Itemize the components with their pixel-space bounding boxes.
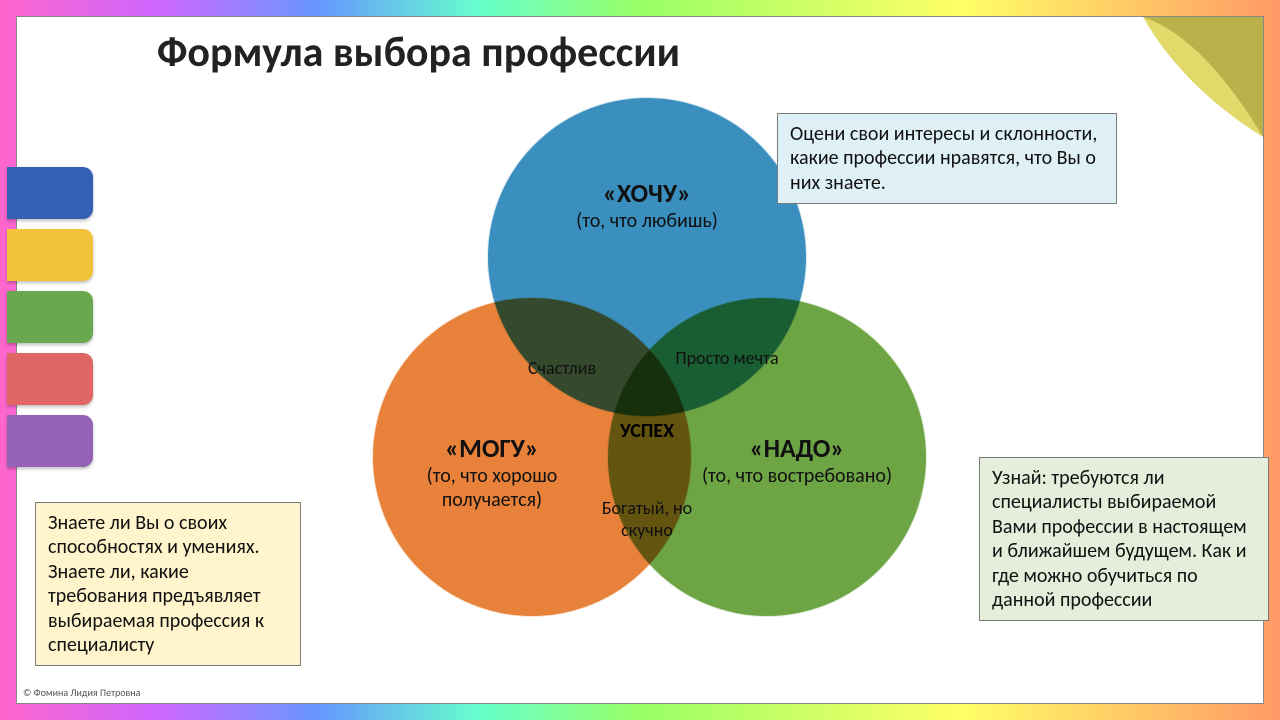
venn-right-title: «НАДО» [687, 432, 907, 464]
callout-bottom-left: Знаете ли Вы о своих способностях и умен… [35, 502, 301, 666]
bookmark-tabs-decor [7, 167, 97, 507]
venn-top-subtitle: (то, что любишь) [547, 209, 747, 233]
callout-bottom-right: Узнай: требуются ли специалисты выбираем… [979, 457, 1269, 621]
bookmark-tab [7, 415, 93, 467]
venn-intersection-top-left: Счастлив [507, 357, 617, 379]
bookmark-tab [7, 229, 93, 281]
venn-intersection-left-right: Богатый, но скучно [592, 497, 702, 541]
venn-right-subtitle: (то, что востребовано) [687, 464, 907, 488]
slide-inner: Формула выбора профессии «ХОЧУ» (то, что… [16, 16, 1264, 704]
venn-left-title: «МОГУ» [377, 432, 607, 464]
venn-label-left: «МОГУ» (то, что хорошо получается) [377, 432, 607, 512]
slide-frame: Формула выбора профессии «ХОЧУ» (то, что… [0, 0, 1280, 720]
venn-left-subtitle: (то, что хорошо получается) [377, 464, 607, 512]
callout-top-right: Оцени свои интересы и склонности, какие … [777, 113, 1117, 204]
venn-top-title: «ХОЧУ» [547, 177, 747, 209]
venn-center-label: УСПЕХ [607, 419, 687, 443]
bookmark-tab [7, 291, 93, 343]
bookmark-tab [7, 167, 93, 219]
venn-label-right: «НАДО» (то, что востребовано) [687, 432, 907, 488]
page-curl-decor [1143, 17, 1263, 137]
venn-intersection-top-right: Просто мечта [672, 347, 782, 369]
credit-text: © Фомина Лидия Петровна [23, 686, 140, 699]
bookmark-tab [7, 353, 93, 405]
page-title: Формула выбора профессии [157, 27, 680, 78]
venn-label-top: «ХОЧУ» (то, что любишь) [547, 177, 747, 233]
